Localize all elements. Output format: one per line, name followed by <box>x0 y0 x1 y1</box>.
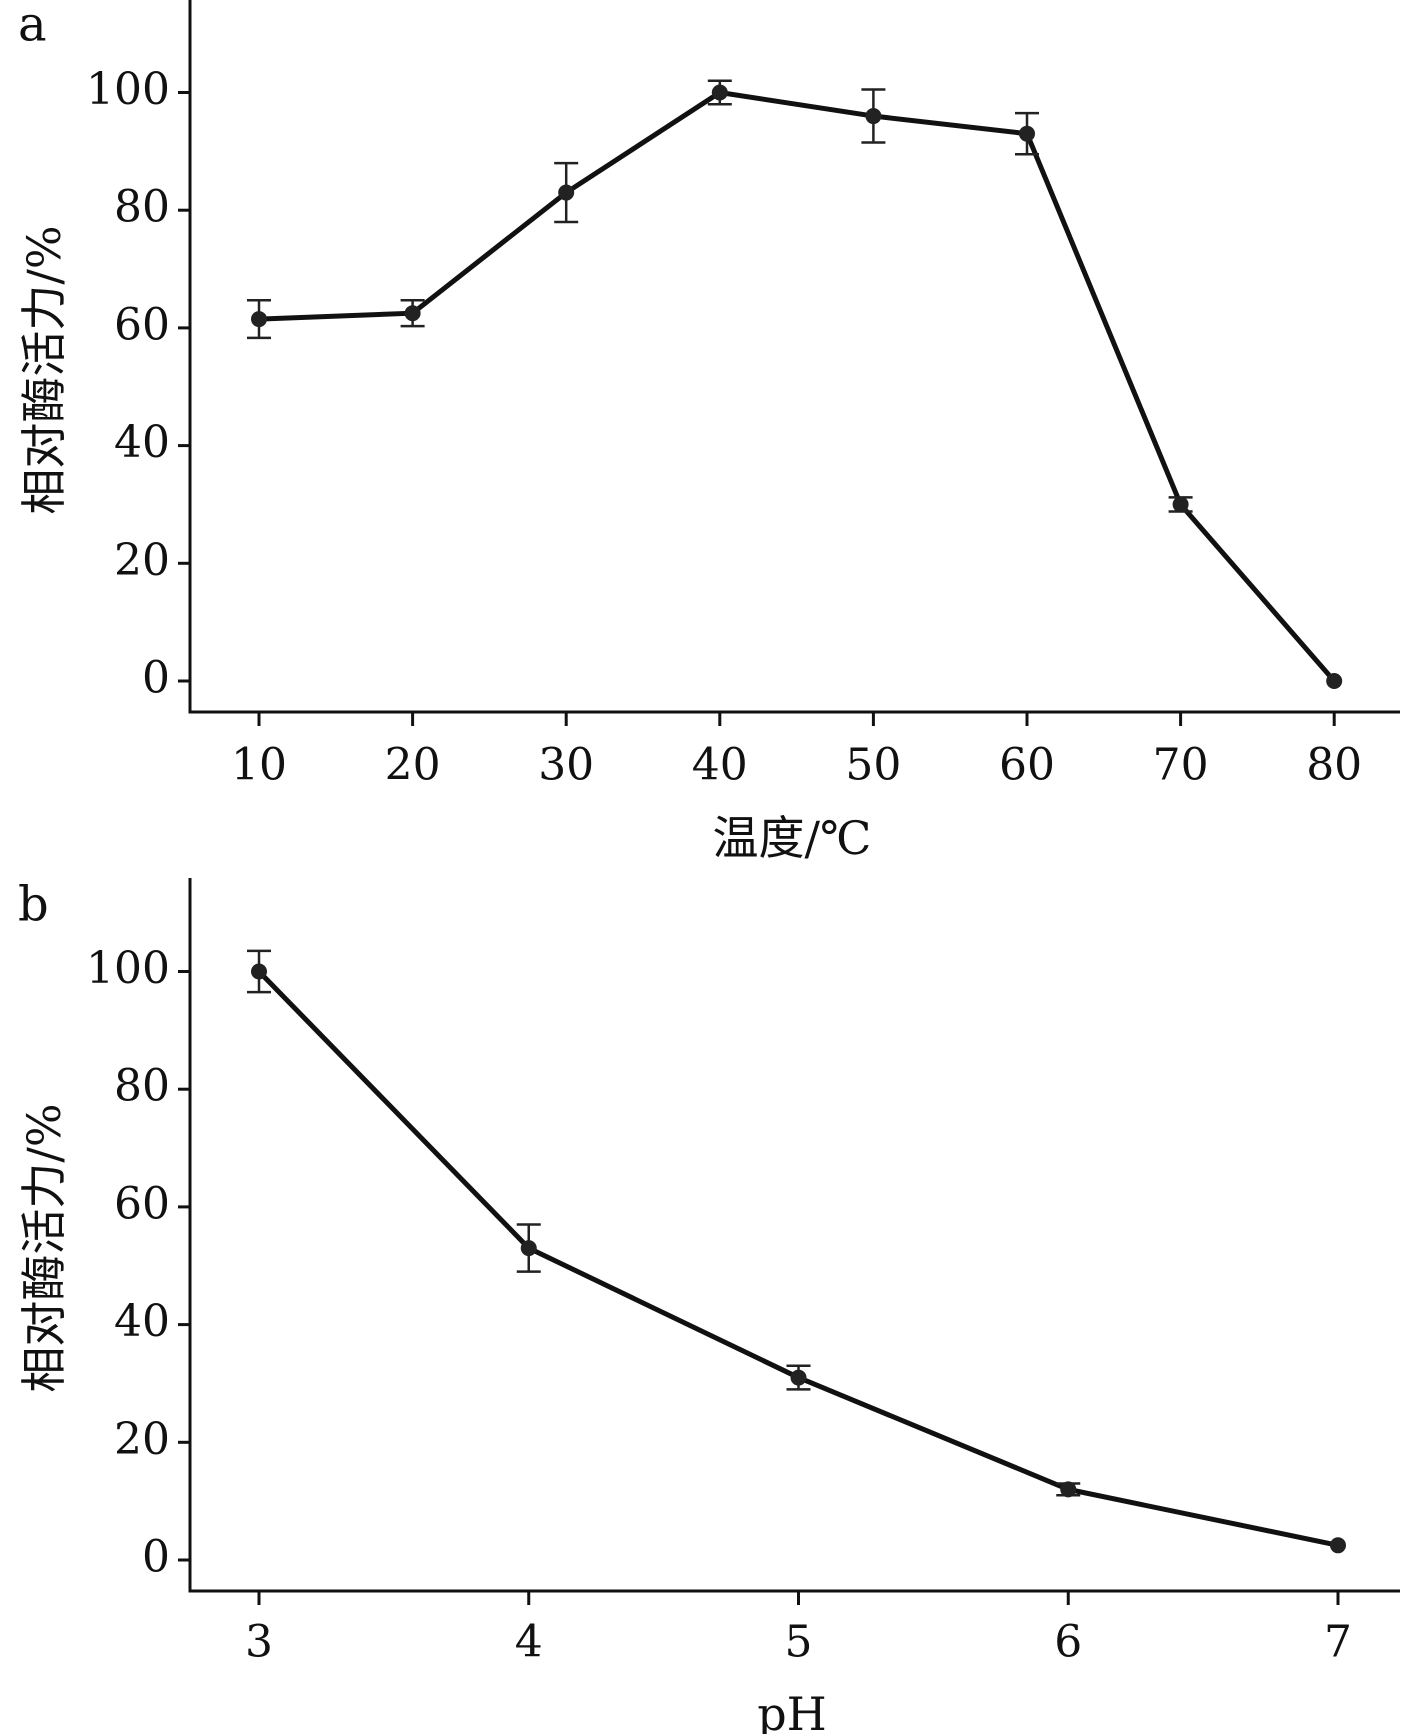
x-axis-title: 温度/℃ <box>713 811 872 865</box>
series-line <box>258 90 1337 683</box>
panel-label: b <box>18 877 49 933</box>
x-tick-label: 20 <box>385 740 441 791</box>
y-axis-title: 相对酶活力/% <box>17 225 71 514</box>
series-line <box>257 969 1339 1548</box>
data-point <box>1019 125 1035 142</box>
x-tick-label: 30 <box>538 740 594 791</box>
data-point <box>251 963 267 980</box>
x-tick-label: 70 <box>1153 740 1209 791</box>
data-point <box>865 108 882 125</box>
data-point <box>1326 673 1343 689</box>
data-point <box>711 84 728 101</box>
data-point <box>520 1240 537 1257</box>
x-tick-label: 50 <box>845 740 901 791</box>
data-point <box>404 305 421 322</box>
y-tick-label: 40 <box>114 1296 170 1347</box>
y-tick-label: 20 <box>114 535 170 586</box>
x-tick-label: 10 <box>231 740 287 791</box>
y-tick-label: 60 <box>114 299 170 350</box>
x-axis-title: pH <box>757 1687 827 1734</box>
x-tick-label: 40 <box>692 740 748 791</box>
y-tick-label: 80 <box>114 182 170 233</box>
chart-panel-a: a 0 20 40 60 80 100 10 20 30 40 50 60 70 80 温度/℃ 相对酶活力/% <box>17 0 1400 865</box>
y-tick-label: 100 <box>86 943 170 994</box>
y-tick-label: 60 <box>114 1178 170 1229</box>
y-tick-label: 40 <box>114 417 170 468</box>
x-tick-label: 4 <box>515 1617 543 1668</box>
data-point <box>790 1369 807 1386</box>
chart-panel-b: b 0 20 40 60 80 100 3 4 5 6 7 pH 相对酶活力/% <box>17 877 1400 1734</box>
y-tick-label: 100 <box>86 64 170 115</box>
x-tick-label: 7 <box>1324 1617 1352 1668</box>
axis-lines <box>188 878 1400 1593</box>
data-point <box>1172 496 1189 513</box>
data-point <box>251 311 267 328</box>
y-tick-label: 20 <box>114 1414 170 1465</box>
axis-lines <box>188 0 1400 714</box>
x-tick-label: 6 <box>1054 1617 1082 1668</box>
y-tick-label: 0 <box>142 1532 170 1583</box>
x-tick-label: 5 <box>785 1617 813 1668</box>
data-point <box>558 184 575 201</box>
x-tick-label: 60 <box>999 740 1055 791</box>
data-point <box>1330 1537 1346 1554</box>
panel-label: a <box>18 0 47 53</box>
x-tick-label: 80 <box>1306 740 1362 791</box>
x-tick-label: 3 <box>245 1617 273 1668</box>
y-tick-label: 80 <box>114 1061 170 1112</box>
y-tick-label: 0 <box>142 653 170 704</box>
data-point <box>1060 1481 1077 1498</box>
y-axis-title: 相对酶活力/% <box>17 1103 71 1392</box>
